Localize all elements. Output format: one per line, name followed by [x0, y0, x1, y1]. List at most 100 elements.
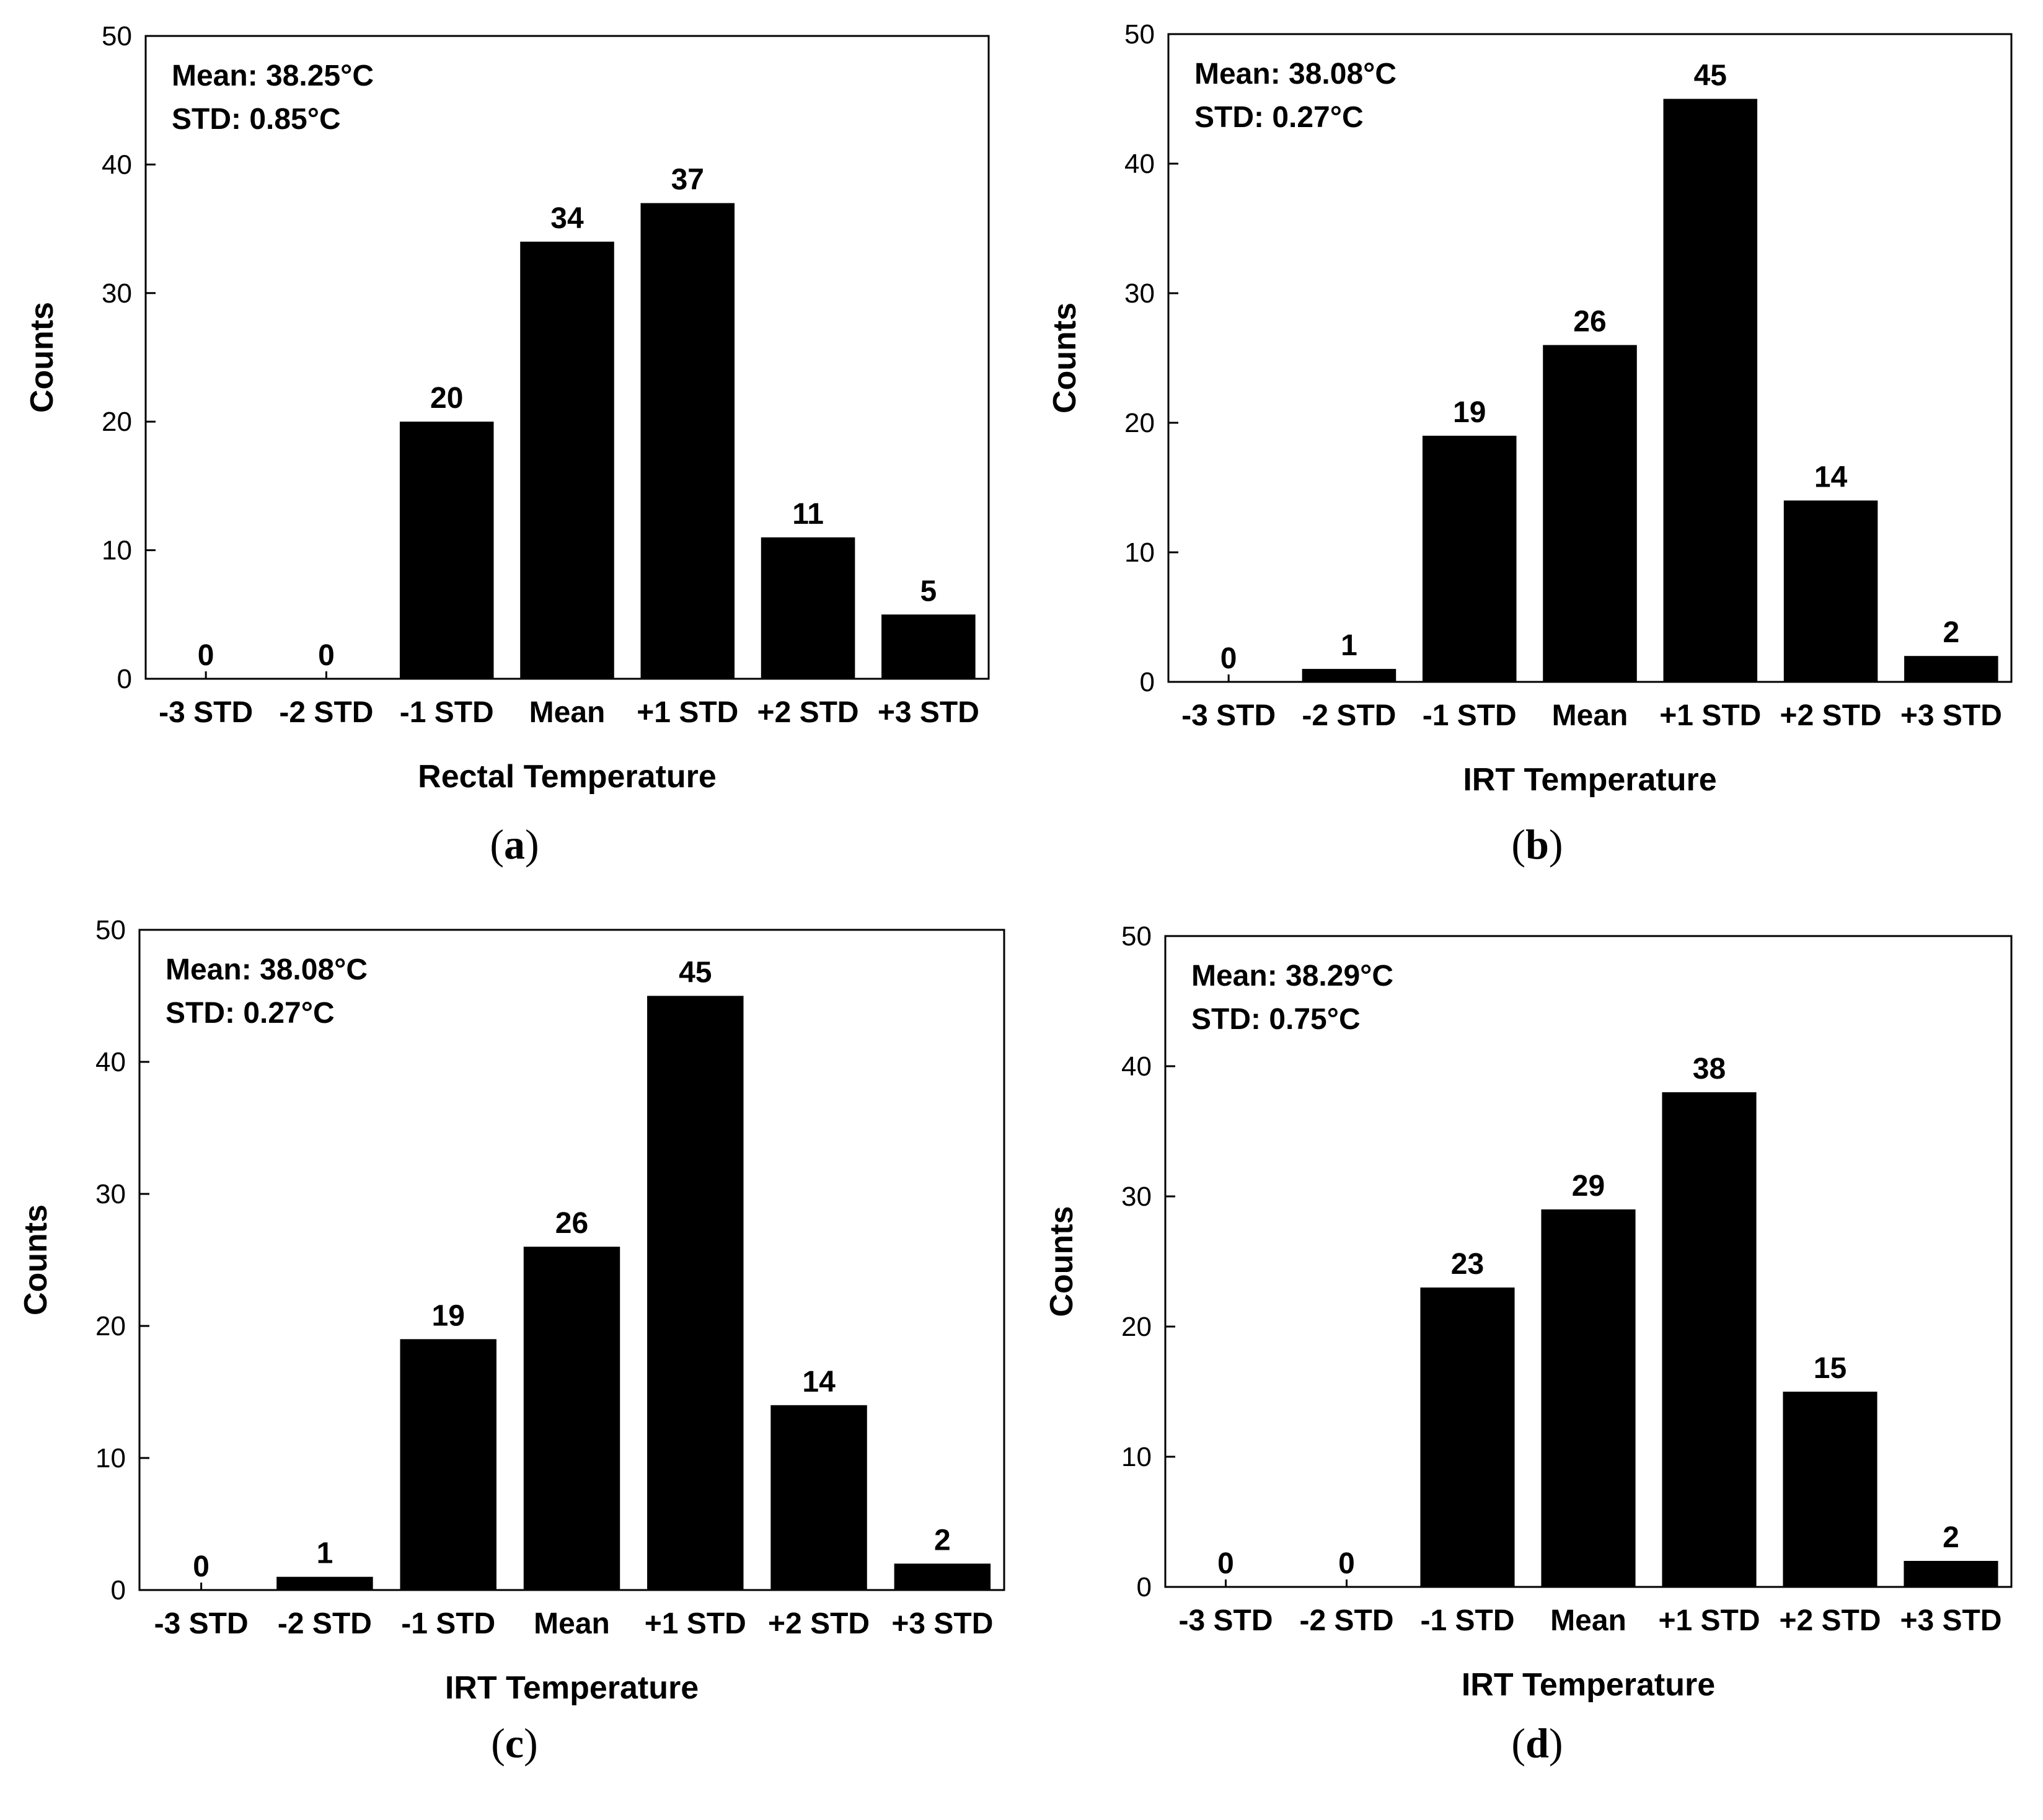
x-tick-label: -3 STD	[159, 696, 253, 729]
panel-letter: a	[504, 821, 525, 868]
panel-label: (a)	[490, 821, 539, 868]
x-tick-label: +1 STD	[637, 696, 738, 729]
x-tick-label: Mean	[534, 1607, 610, 1640]
data-label: 2	[1943, 1521, 1959, 1554]
y-tick-label: 20	[102, 407, 132, 437]
panel-label: (b)	[1511, 821, 1563, 868]
panel-paren-close: )	[524, 1720, 538, 1767]
y-tick-label: 10	[1124, 537, 1155, 568]
bar	[523, 1247, 620, 1590]
bar	[520, 241, 614, 679]
x-tick-label: -2 STD	[279, 696, 373, 729]
x-tick-label: +2 STD	[757, 696, 859, 729]
bar	[1662, 1092, 1757, 1587]
x-tick-label: -3 STD	[1178, 1604, 1273, 1637]
y-axis-label: Counts	[18, 1204, 54, 1315]
chart-panel-c: 0 10 20 30 40 50 0 -3 STD 1 -2 STD 19 -1 STD 26 Mean 4…	[18, 915, 1005, 1767]
data-label: 19	[432, 1299, 465, 1332]
x-tick-label: +3 STD	[1900, 699, 2002, 732]
data-label: 29	[1572, 1170, 1605, 1203]
x-tick-label: -2 STD	[1299, 1604, 1393, 1637]
chart-panel-b: 0 10 20 30 40 50 0 -3 STD 1 -2 STD 19 -1 STD 26 Mean 4…	[1047, 19, 2013, 868]
x-tick-label: -3 STD	[154, 1607, 249, 1640]
panel-letter: c	[505, 1720, 524, 1767]
y-tick-label: 50	[1121, 921, 1152, 952]
data-label: 26	[555, 1207, 588, 1240]
panel-paren-close: )	[525, 821, 539, 868]
data-label: 2	[934, 1524, 951, 1557]
data-label: 15	[1814, 1352, 1847, 1385]
bar	[1783, 500, 1878, 682]
x-tick-label: -1 STD	[400, 696, 494, 729]
x-tick-label: Mean	[1552, 699, 1628, 732]
y-tick-label: 10	[95, 1443, 126, 1473]
data-label: 0	[1338, 1547, 1355, 1580]
bar	[1783, 1392, 1878, 1587]
data-label: 45	[1694, 60, 1727, 92]
y-tick-label: 40	[1124, 149, 1155, 179]
stats-mean: Mean: 38.29°C	[1191, 960, 1393, 992]
chart-panel-a: 0 10 20 30 40 50 0 -3 STD 0 -2 STD 20 -1 STD 34 Mean 3…	[24, 21, 990, 868]
bar	[640, 203, 735, 679]
y-tick-label: 30	[1124, 278, 1155, 309]
data-label: 5	[920, 575, 937, 607]
data-label: 0	[1217, 1547, 1234, 1580]
bar	[1543, 345, 1637, 682]
panel-paren-close: )	[1549, 1720, 1563, 1767]
y-axis-label: Counts	[24, 302, 60, 413]
panel-paren-open: (	[491, 1720, 505, 1767]
stats-std: STD: 0.75°C	[1191, 1003, 1361, 1036]
y-tick-label: 20	[1124, 408, 1155, 438]
x-tick-label: -1 STD	[1423, 699, 1517, 732]
y-tick-label: 0	[117, 664, 132, 694]
bar	[400, 1339, 496, 1590]
data-label: 14	[1814, 461, 1848, 493]
bar	[647, 996, 744, 1590]
x-tick-label: +1 STD	[1658, 1604, 1760, 1637]
x-tick-label: -2 STD	[278, 1607, 372, 1640]
data-label: 37	[671, 164, 704, 197]
y-tick-label: 20	[95, 1311, 126, 1341]
x-axis-label: Rectal Temperature	[418, 759, 717, 795]
x-tick-label: +1 STD	[1659, 699, 1761, 732]
data-label: 19	[1453, 396, 1486, 429]
x-tick-label: +1 STD	[645, 1607, 746, 1640]
y-tick-label: 50	[95, 915, 126, 945]
data-label: 45	[679, 956, 712, 989]
panel-paren-open: (	[1511, 1720, 1525, 1767]
x-axis-label: IRT Temperature	[1463, 762, 1716, 798]
data-label: 14	[802, 1366, 836, 1398]
x-tick-label: +2 STD	[1779, 1604, 1881, 1637]
y-tick-label: 50	[1124, 19, 1155, 50]
stats-mean: Mean: 38.25°C	[172, 60, 374, 92]
stats-std: STD: 0.27°C	[165, 997, 335, 1030]
x-tick-label: +2 STD	[768, 1607, 870, 1640]
y-axis-label: Counts	[1047, 303, 1083, 413]
x-tick-label: +3 STD	[878, 696, 979, 729]
data-label: 26	[1573, 306, 1606, 338]
data-label: 23	[1451, 1248, 1484, 1281]
data-label: 1	[1341, 629, 1357, 662]
bar	[1420, 1288, 1515, 1587]
data-label: 0	[193, 1550, 210, 1583]
y-tick-label: 20	[1121, 1312, 1152, 1342]
data-label: 0	[198, 639, 214, 672]
stats-std: STD: 0.85°C	[172, 103, 341, 136]
y-tick-label: 0	[111, 1575, 126, 1606]
y-tick-label: 0	[1140, 667, 1155, 697]
bar	[1422, 435, 1517, 682]
stats-mean: Mean: 38.08°C	[165, 953, 368, 986]
x-tick-label: -1 STD	[401, 1607, 495, 1640]
bar	[399, 422, 494, 679]
data-label: 38	[1693, 1053, 1726, 1085]
y-tick-label: 40	[1121, 1051, 1152, 1082]
y-tick-label: 30	[95, 1179, 126, 1209]
y-tick-label: 30	[1121, 1182, 1152, 1212]
stats-std: STD: 0.27°C	[1194, 101, 1364, 134]
panel-letter: b	[1525, 821, 1549, 868]
data-label: 20	[430, 382, 463, 415]
y-tick-label: 40	[95, 1047, 126, 1077]
x-tick-label: -2 STD	[1302, 699, 1396, 732]
bar	[1663, 99, 1758, 682]
